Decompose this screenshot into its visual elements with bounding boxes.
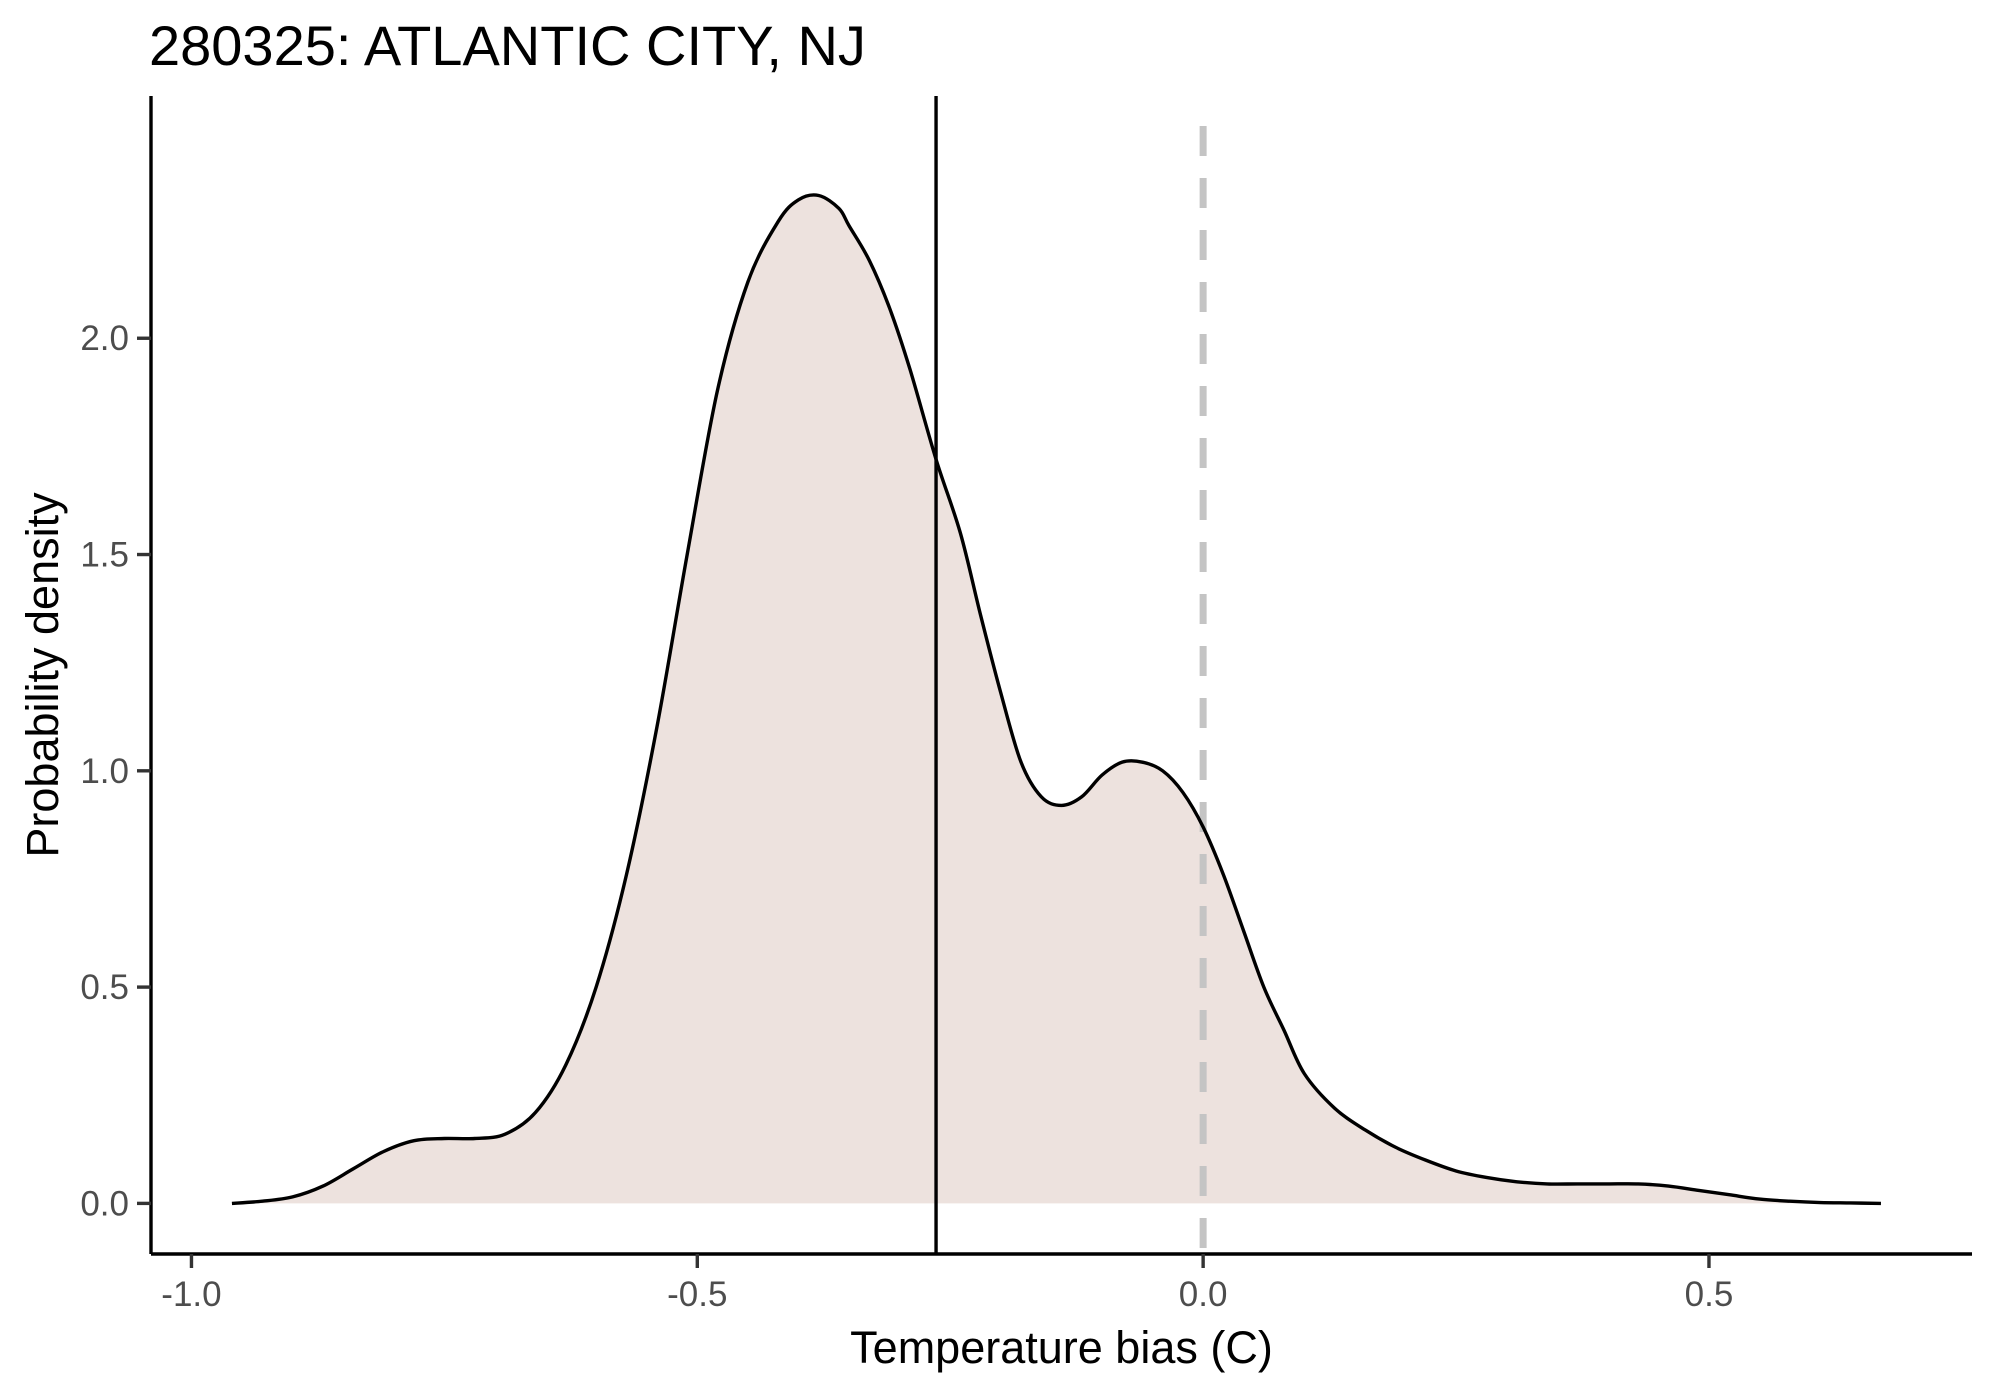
density-area-fill — [231, 194, 1881, 1204]
y-tick-label: 0.5 — [80, 968, 129, 1007]
plot-area — [231, 96, 1881, 1254]
x-tick-label: 0.5 — [1685, 1275, 1734, 1314]
x-axis-title: Temperature bias (C) — [850, 1322, 1273, 1373]
x-tick-label: -1.0 — [161, 1275, 221, 1314]
y-tick-label: 0.0 — [80, 1184, 129, 1223]
density-curve-line — [231, 193, 1881, 1206]
x-tick-label: -0.5 — [667, 1275, 727, 1314]
y-tick-label: 1.0 — [80, 752, 129, 791]
y-axis-title: Probability density — [17, 492, 68, 858]
y-tick-label: 2.0 — [80, 319, 129, 358]
x-axis-ticks: -1.0 -0.5 0.0 0.5 — [161, 1254, 1733, 1314]
y-axis-ticks: 0.0 0.5 1.0 1.5 2.0 — [80, 319, 151, 1223]
x-tick-label: 0.0 — [1179, 1275, 1228, 1314]
y-tick-label: 1.5 — [80, 536, 129, 575]
chart-title: 280325: ATLANTIC CITY, NJ — [149, 14, 866, 77]
